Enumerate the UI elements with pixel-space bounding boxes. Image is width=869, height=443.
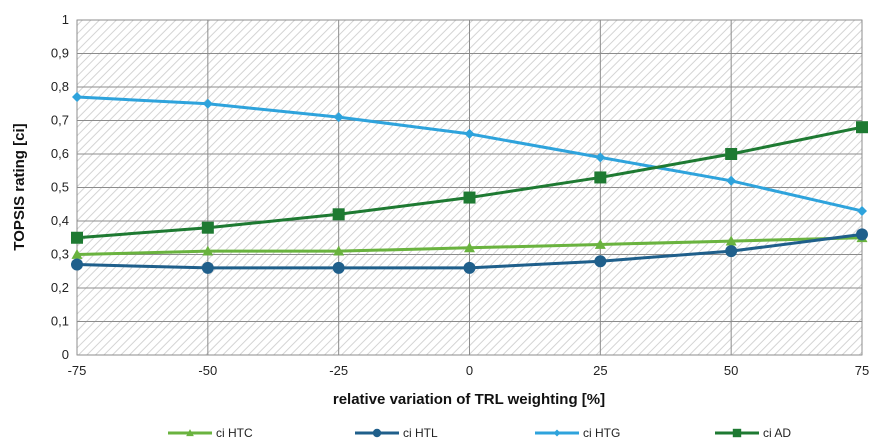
data-point bbox=[332, 261, 345, 274]
data-point bbox=[725, 148, 738, 160]
series-ci-ad bbox=[71, 121, 868, 244]
data-point bbox=[594, 238, 606, 249]
legend-label: ci AD bbox=[763, 426, 791, 440]
data-point bbox=[594, 255, 607, 268]
x-axis-ticks: -75 -50 -25 0 25 50 75 bbox=[68, 363, 869, 378]
x-tick-label: 0 bbox=[466, 363, 473, 378]
data-point bbox=[186, 429, 194, 437]
legend-item: ci AD bbox=[715, 426, 791, 440]
series-layer bbox=[71, 92, 868, 274]
y-axis-title: TOPSIS rating [ci] bbox=[11, 123, 28, 250]
y-tick-label: 0,4 bbox=[51, 213, 69, 228]
y-tick-label: 0,6 bbox=[51, 146, 69, 161]
data-point bbox=[201, 221, 214, 234]
data-point bbox=[202, 245, 214, 256]
legend-label: ci HTL bbox=[403, 426, 438, 440]
data-point bbox=[857, 205, 867, 216]
y-tick-label: 0,3 bbox=[51, 247, 69, 262]
x-tick-label: -50 bbox=[198, 363, 217, 378]
legend: ci HTC ci HTL ci HTG ci AD bbox=[168, 426, 791, 440]
y-tick-label: 0,1 bbox=[51, 314, 69, 329]
x-tick-label: -75 bbox=[68, 363, 87, 378]
data-point bbox=[71, 258, 83, 271]
data-point bbox=[726, 175, 737, 186]
y-tick-label: 0,5 bbox=[51, 180, 69, 195]
y-tick-label: 0,7 bbox=[51, 113, 69, 128]
data-point bbox=[464, 242, 475, 253]
data-point bbox=[463, 261, 476, 274]
x-tick-label: 50 bbox=[724, 363, 738, 378]
data-point bbox=[332, 208, 345, 221]
legend-label: ci HTG bbox=[583, 426, 620, 440]
data-point bbox=[594, 171, 607, 184]
x-tick-label: 75 bbox=[855, 363, 869, 378]
y-tick-label: 0,8 bbox=[51, 79, 69, 94]
data-point bbox=[725, 235, 737, 246]
legend-item: ci HTG bbox=[535, 426, 620, 440]
data-point bbox=[72, 92, 82, 103]
data-point bbox=[464, 128, 475, 139]
x-tick-label: 25 bbox=[593, 363, 607, 378]
legend-label: ci HTC bbox=[216, 426, 253, 440]
y-tick-label: 0 bbox=[62, 347, 69, 362]
data-point bbox=[553, 429, 561, 437]
data-point bbox=[732, 428, 742, 438]
data-point bbox=[201, 261, 214, 274]
y-tick-label: 0,9 bbox=[51, 46, 69, 61]
y-axis-ticks: 0 0,1 0,2 0,3 0,4 0,5 0,6 0,7 0,8 0,9 1 bbox=[51, 12, 69, 362]
data-point bbox=[725, 245, 738, 258]
y-tick-label: 1 bbox=[62, 12, 69, 27]
data-point bbox=[202, 98, 213, 109]
legend-item: ci HTL bbox=[355, 426, 438, 440]
data-point bbox=[71, 231, 83, 244]
data-point bbox=[463, 191, 476, 204]
series-ci-htg bbox=[72, 92, 867, 216]
data-point bbox=[856, 228, 868, 241]
x-tick-label: -25 bbox=[329, 363, 348, 378]
data-point bbox=[856, 121, 868, 134]
data-point bbox=[333, 245, 345, 256]
legend-item: ci HTC bbox=[168, 426, 253, 440]
series-ci-htl bbox=[71, 228, 868, 274]
data-point bbox=[71, 249, 83, 259]
data-point bbox=[333, 112, 344, 123]
x-axis-title: relative variation of TRL weighting [%] bbox=[333, 391, 605, 408]
y-tick-label: 0,2 bbox=[51, 280, 69, 295]
data-point bbox=[372, 428, 382, 438]
data-point bbox=[595, 152, 606, 163]
